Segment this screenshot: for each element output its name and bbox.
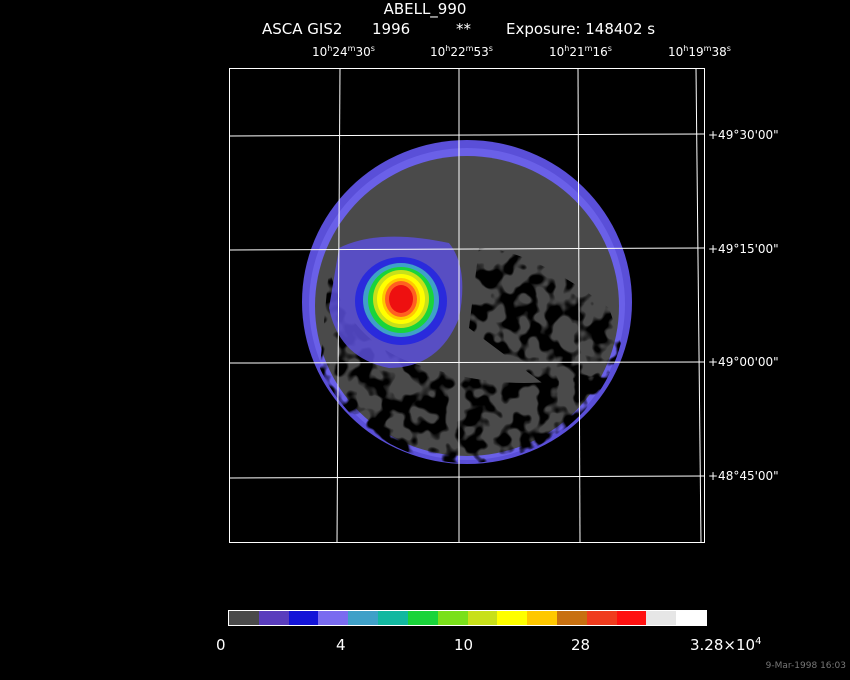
ra-tick-label: 10h19m38s [668, 44, 731, 59]
colorbar-swatch [288, 611, 319, 625]
colorbar-swatch [229, 611, 259, 625]
colorbar-swatch [467, 611, 498, 625]
ra-tick-label: 10h24m30s [312, 44, 375, 59]
timestamp: 9-Mar-1998 16:03 [765, 661, 846, 671]
colorbar-swatch [676, 611, 706, 625]
colorbar-swatch [378, 611, 408, 625]
colorbar-label-min: 0 [216, 636, 226, 654]
image-title: ABELL_990 [383, 0, 467, 18]
colorbar-swatch [586, 611, 617, 625]
colorbar [228, 610, 707, 626]
dec-tick-label: +49°00'00" [708, 355, 779, 369]
source-core [389, 285, 413, 313]
colorbar-swatch [407, 611, 438, 625]
colorbar-swatch [497, 611, 528, 625]
colorbar-label: 10 [454, 636, 474, 654]
colorbar-swatch [616, 611, 647, 625]
colorbar-label: 28 [571, 636, 591, 654]
ra-tick-label: 10h22m53s [430, 44, 493, 59]
colorbar-swatch [318, 611, 349, 625]
colorbar-label-max: 3.28×104 [690, 636, 762, 654]
marker-label: ** [456, 20, 471, 38]
dec-tick-label: +49°15'00" [708, 242, 779, 256]
colorbar-swatch [437, 611, 468, 625]
coordinate-grid [229, 68, 705, 543]
image-border [229, 68, 705, 543]
colorbar-swatch [348, 611, 379, 625]
colorbar-swatch [556, 611, 587, 625]
xray-image-frame [229, 68, 705, 543]
ra-tick-label: 10h21m16s [549, 44, 612, 59]
exposure-label: Exposure: 148402 s [506, 20, 656, 38]
colorbar-swatch [527, 611, 557, 625]
colorbar-swatch [258, 611, 289, 625]
year-label: 1996 [372, 20, 411, 38]
colorbar-label: 4 [336, 636, 346, 654]
dec-tick-label: +49°30'00" [708, 128, 779, 142]
dec-tick-label: +48°45'00" [708, 469, 779, 483]
colorbar-swatch [646, 611, 677, 625]
instrument-label: ASCA GIS2 [262, 20, 343, 38]
